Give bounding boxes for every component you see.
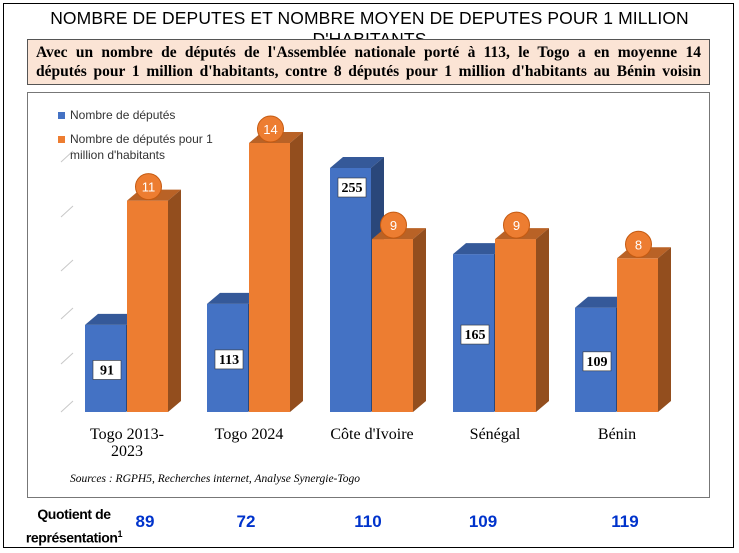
bar-ratio-1-front bbox=[249, 143, 290, 412]
bar-ratio-0-front bbox=[127, 200, 168, 412]
data-label-box-2 bbox=[337, 177, 367, 198]
bar-ratio-3-front bbox=[495, 239, 536, 412]
bar-ratio-3 bbox=[495, 228, 549, 412]
data-label-circle-4 bbox=[625, 230, 652, 258]
bar-deputes-3-top bbox=[453, 243, 507, 255]
quotient-value-benin: 119 bbox=[611, 512, 639, 531]
data-label-ratio-2: 9 bbox=[390, 218, 397, 233]
bar-ratio-4 bbox=[617, 247, 671, 412]
bar-deputes-2-front bbox=[330, 168, 371, 412]
data-label-circle-2 bbox=[380, 211, 407, 239]
category-label-1: Togo 2024 bbox=[215, 426, 284, 443]
data-label-ratio-3: 9 bbox=[513, 218, 520, 233]
data-label-ratio-4: 8 bbox=[635, 237, 642, 252]
legend-swatch-ratio bbox=[58, 136, 65, 143]
quotient-label-line-2: représentation bbox=[25, 529, 118, 546]
quotient-label: Quotient de représentation1 bbox=[14, 504, 134, 548]
bar-chart: 91 11 Togo 2013-2023 113 14 Togo 2024 255 9 Côte… bbox=[58, 108, 671, 485]
category-label-0-line-0: Togo 2013- bbox=[90, 426, 164, 443]
figure-frame bbox=[3, 3, 734, 548]
bar-ratio-2-front bbox=[372, 239, 413, 412]
data-label-circle-3 bbox=[503, 211, 530, 239]
quotient-label-line-1: Quotient de bbox=[37, 506, 111, 522]
category-label-4: Bénin bbox=[598, 426, 636, 443]
data-label-circle-1 bbox=[257, 115, 284, 143]
bar-ratio-2-side bbox=[413, 228, 426, 412]
bar-ratio-1 bbox=[249, 132, 303, 412]
data-label-deputes-0: 91 bbox=[100, 363, 114, 378]
quotient-row: Quotient de représentation1 89 72 110 10… bbox=[0, 498, 739, 548]
quotient-value-togo-2024: 72 bbox=[236, 512, 256, 531]
data-label-box-0 bbox=[92, 360, 122, 380]
bar-deputes-4-top bbox=[575, 296, 629, 308]
quotient-footnote-mark: 1 bbox=[117, 529, 123, 539]
category-label-3: Sénégal bbox=[470, 426, 521, 443]
bar-ratio-0-side bbox=[168, 189, 181, 412]
data-label-box-1 bbox=[214, 349, 244, 370]
subtitle-line-2: députés pour 1 million d'habitants, cont… bbox=[36, 63, 701, 80]
quotient-value-togo-2013: 89 bbox=[135, 512, 155, 531]
gridline-3 bbox=[60, 307, 74, 320]
category-label-2: Côte d'Ivoire bbox=[330, 426, 413, 443]
data-label-ratio-0: 11 bbox=[142, 180, 156, 195]
legend-swatch-deputes bbox=[58, 112, 65, 119]
quotient-value-cote-divoire: 110 bbox=[354, 512, 382, 531]
data-label-box-4 bbox=[582, 351, 612, 372]
data-label-deputes-1: 113 bbox=[219, 353, 239, 368]
quotient-value-senegal: 109 bbox=[468, 512, 498, 531]
bar-deputes-2-top bbox=[330, 157, 384, 168]
chart-source: Sources : RGPH5, Recherches internet, An… bbox=[70, 473, 360, 485]
bar-ratio-3-side bbox=[536, 228, 549, 412]
legend-label-deputes: Nombre de députés bbox=[70, 108, 175, 122]
gridline-2 bbox=[60, 259, 74, 272]
gridline-5 bbox=[60, 400, 74, 413]
bar-ratio-0 bbox=[127, 189, 181, 412]
gridline-1 bbox=[60, 205, 74, 218]
legend-label-ratio-line-2: million d'habitants bbox=[70, 148, 165, 162]
bar-deputes-1-top bbox=[207, 292, 261, 304]
bar-ratio-4-side bbox=[658, 247, 671, 412]
gridline-0 bbox=[60, 150, 74, 163]
category-label-0-line-1: 2023 bbox=[111, 443, 143, 460]
bar-ratio-4-front bbox=[617, 258, 658, 412]
data-label-deputes-4: 109 bbox=[587, 355, 608, 370]
gridline-4 bbox=[60, 352, 74, 365]
data-label-deputes-3: 165 bbox=[465, 328, 486, 343]
chart-panel: 91 11 Togo 2013- 2023 113 14 Togo 2024 255 9 Côte… bbox=[27, 92, 710, 498]
data-label-box-3 bbox=[460, 324, 490, 345]
bar-ratio-2 bbox=[372, 228, 426, 412]
subtitle-line-1: Avec un nombre de députés de l'Assemblée… bbox=[36, 44, 701, 61]
data-label-ratio-1: 14 bbox=[263, 122, 277, 137]
bar-deputes-0-top bbox=[85, 313, 139, 325]
data-label-deputes-2: 255 bbox=[342, 181, 363, 196]
bar-ratio-1-side bbox=[290, 132, 303, 412]
data-label-circle-0 bbox=[135, 173, 162, 201]
legend-label-ratio-line-1: Nombre de députés pour 1 bbox=[70, 132, 213, 146]
chart-subtitle-box: Avec un nombre de députés de l'Assemblée… bbox=[27, 39, 710, 85]
